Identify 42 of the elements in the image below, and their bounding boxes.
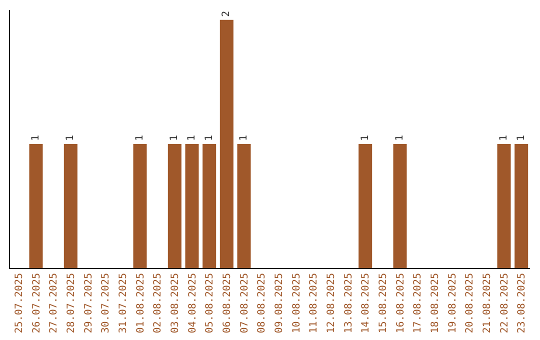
- data-label: 1: [498, 134, 510, 141]
- data-label: 2: [221, 10, 232, 17]
- x-tick-label: 23.08.2025: [516, 273, 528, 334]
- data-label: 1: [238, 134, 250, 141]
- x-tick-label: 16.08.2025: [395, 273, 406, 334]
- x-tick-label: 30.07.2025: [100, 273, 112, 334]
- data-label: 1: [204, 134, 215, 141]
- x-tick-label: 31.07.2025: [118, 273, 129, 334]
- x-tick-label: 19.08.2025: [447, 273, 458, 334]
- data-label: 1: [186, 134, 198, 141]
- data-label: 1: [169, 134, 180, 141]
- x-tick-label: 03.08.2025: [170, 273, 181, 334]
- x-tick-label: 15.08.2025: [378, 273, 389, 334]
- x-tick-label: 01.08.2025: [135, 273, 146, 334]
- x-tick-label: 06.08.2025: [222, 273, 233, 334]
- x-tick-label: 27.07.2025: [48, 273, 60, 334]
- x-tick-label: 13.08.2025: [343, 273, 354, 334]
- x-tick-label: 21.08.2025: [482, 273, 493, 334]
- x-tick-label: 25.07.2025: [14, 273, 25, 334]
- data-label: 1: [394, 134, 406, 141]
- x-tick-label: 18.08.2025: [430, 273, 441, 334]
- x-tick-label: 26.07.2025: [31, 273, 42, 334]
- data-label: 1: [516, 134, 527, 141]
- x-tick-label: 29.07.2025: [83, 273, 94, 334]
- x-tick-label: 17.08.2025: [412, 273, 424, 334]
- x-tick-label: 20.08.2025: [464, 273, 476, 334]
- x-tick-label: 11.08.2025: [308, 273, 320, 334]
- x-tick-label: 10.08.2025: [291, 273, 302, 334]
- x-tick-label: 22.08.2025: [499, 273, 510, 334]
- data-label: 1: [65, 134, 76, 141]
- data-label: 1: [360, 134, 371, 141]
- x-tick-label: 14.08.2025: [360, 273, 372, 334]
- x-tick-label: 12.08.2025: [326, 273, 337, 334]
- x-tick-label: 02.08.2025: [152, 273, 164, 334]
- x-tick-label: 04.08.2025: [187, 273, 198, 334]
- x-tick-label: 09.08.2025: [274, 273, 285, 334]
- x-tick-label: 05.08.2025: [204, 273, 216, 334]
- data-label: 1: [134, 134, 146, 141]
- data-label: 1: [30, 134, 42, 141]
- x-tick-label: 07.08.2025: [239, 273, 250, 334]
- x-tick-label: 08.08.2025: [256, 273, 268, 334]
- x-tick-label: 28.07.2025: [66, 273, 77, 334]
